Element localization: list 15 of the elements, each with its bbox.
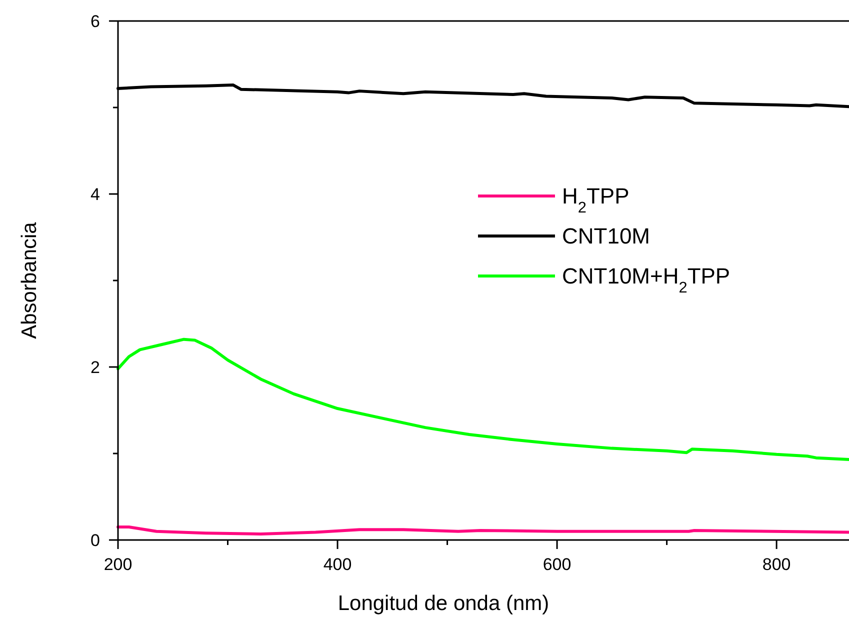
legend-label: H$_{2}$TPP: [562, 184, 630, 216]
x-tick-label: 600: [542, 555, 572, 574]
x-tick-label: 800: [762, 555, 791, 574]
legend-label: CNT10M: [562, 224, 650, 249]
y-axis-title: Absorbancia: [18, 222, 41, 339]
y-tick-label: 0: [90, 530, 100, 550]
line-series: [116, 526, 849, 536]
x-tick-label: 400: [323, 555, 352, 574]
y-tick-label: 2: [90, 358, 100, 377]
y-tick-label: 6: [90, 12, 100, 31]
y-tick-label: 4: [90, 184, 100, 204]
legend-label: CNT10M+H$_{2}$TPP: [562, 264, 730, 296]
x-axis-title: Longitud de onda (nm): [338, 592, 550, 615]
x-tick-label: 200: [104, 555, 132, 574]
line-series: [116, 338, 849, 462]
